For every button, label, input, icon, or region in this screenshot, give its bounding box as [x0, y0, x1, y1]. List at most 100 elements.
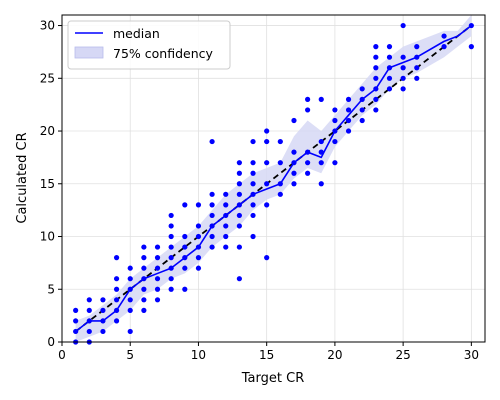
- scatter-point: [236, 276, 242, 282]
- scatter-point: [86, 297, 92, 303]
- scatter-point: [100, 297, 106, 303]
- scatter-point: [113, 297, 120, 303]
- legend-box: [67, 20, 231, 70]
- scatter-point: [73, 307, 79, 313]
- scatter-point: [195, 265, 202, 271]
- scatter-point: [182, 265, 188, 271]
- scatter-point: [414, 65, 420, 71]
- scatter-point: [386, 86, 393, 92]
- scatter-point: [195, 223, 202, 229]
- x-axis-label: Target CR: [241, 371, 304, 386]
- scatter-point: [86, 307, 92, 313]
- scatter-point: [223, 202, 229, 208]
- y-tick-label: 5: [47, 282, 55, 296]
- scatter-point: [168, 276, 174, 282]
- scatter-point: [373, 65, 379, 71]
- legend: median 75% confidency: [67, 20, 231, 70]
- scatter-point: [209, 244, 215, 250]
- scatter-point: [113, 318, 120, 324]
- scatter-point: [318, 181, 324, 187]
- scatter-point: [127, 297, 133, 303]
- scatter-point: [141, 307, 147, 313]
- scatter-point: [236, 212, 242, 219]
- scatter-point: [168, 286, 174, 292]
- scatter-point: [168, 244, 174, 250]
- y-tick-label: 0: [47, 335, 55, 349]
- scatter-point: [277, 160, 283, 166]
- scatter-point: [414, 75, 420, 81]
- scatter-point: [373, 107, 379, 113]
- scatter-point: [113, 276, 120, 282]
- scatter-point: [209, 191, 215, 197]
- scatter-point: [141, 286, 147, 292]
- scatter-point: [127, 265, 133, 271]
- scatter-point: [373, 96, 379, 102]
- scatter-point: [182, 202, 188, 208]
- scatter-point: [400, 22, 406, 29]
- scatter-point: [305, 170, 311, 176]
- scatter-point: [154, 276, 161, 282]
- scatter-point: [345, 107, 352, 113]
- x-axis-ticks: 0 5 10 15 20 25 30: [58, 342, 479, 362]
- legend-median-label: median: [113, 26, 160, 41]
- scatter-point: [386, 75, 393, 81]
- scatter-point: [236, 191, 242, 197]
- scatter-point: [400, 65, 406, 71]
- scatter-point: [400, 75, 406, 81]
- x-tick-label: 25: [395, 348, 410, 362]
- scatter-point: [223, 191, 229, 197]
- scatter-point: [154, 265, 161, 271]
- scatter-point: [318, 96, 324, 102]
- scatter-point: [236, 181, 242, 187]
- scatter-point: [223, 233, 229, 240]
- scatter-point: [236, 160, 242, 166]
- scatter-point: [345, 117, 352, 124]
- scatter-point: [250, 170, 256, 176]
- scatter-point: [277, 191, 283, 197]
- y-tick-label: 30: [40, 19, 55, 33]
- scatter-point: [236, 244, 242, 250]
- scatter-point: [154, 244, 161, 250]
- scatter-point: [223, 223, 229, 229]
- median-line: [75, 24, 472, 333]
- scatter-point: [332, 160, 338, 166]
- x-tick-label: 30: [464, 348, 479, 362]
- scatter-point: [195, 233, 202, 240]
- y-axis-ticks: 0 5 10 15 20 25 30: [40, 19, 62, 349]
- scatter-point: [168, 212, 174, 219]
- scatter-point: [141, 255, 147, 261]
- x-tick-label: 10: [191, 348, 206, 362]
- scatter-point: [113, 255, 120, 261]
- scatter-point: [332, 107, 338, 113]
- x-tick-label: 20: [327, 348, 342, 362]
- scatter-point: [154, 297, 161, 303]
- x-tick-label: 15: [259, 348, 274, 362]
- scatter-point: [250, 212, 256, 219]
- scatter-point: [195, 202, 202, 208]
- scatter-point: [318, 138, 324, 145]
- legend-band-label: 75% confidency: [113, 46, 213, 61]
- scatter-point: [127, 307, 133, 313]
- scatter-point: [318, 160, 324, 166]
- scatter-point: [250, 160, 256, 166]
- scatter-point: [209, 212, 215, 219]
- scatter-point: [141, 297, 147, 303]
- scatter-point: [414, 44, 420, 50]
- median-polyline: [75, 24, 472, 333]
- scatter-point: [250, 202, 256, 208]
- scatter-point: [264, 255, 270, 261]
- y-tick-label: 20: [40, 124, 55, 138]
- y-tick-label: 10: [40, 230, 55, 244]
- scatter-point: [127, 328, 133, 335]
- scatter-point: [168, 233, 174, 240]
- scatter-point: [113, 286, 120, 292]
- scatter-point: [332, 138, 338, 145]
- scatter-point: [359, 86, 365, 92]
- scatter-point: [332, 117, 338, 124]
- scatter-point: [100, 328, 106, 335]
- scatter-point: [86, 328, 92, 335]
- scatter-point: [264, 202, 270, 208]
- scatter-point: [291, 181, 297, 187]
- scatter-point: [250, 181, 256, 187]
